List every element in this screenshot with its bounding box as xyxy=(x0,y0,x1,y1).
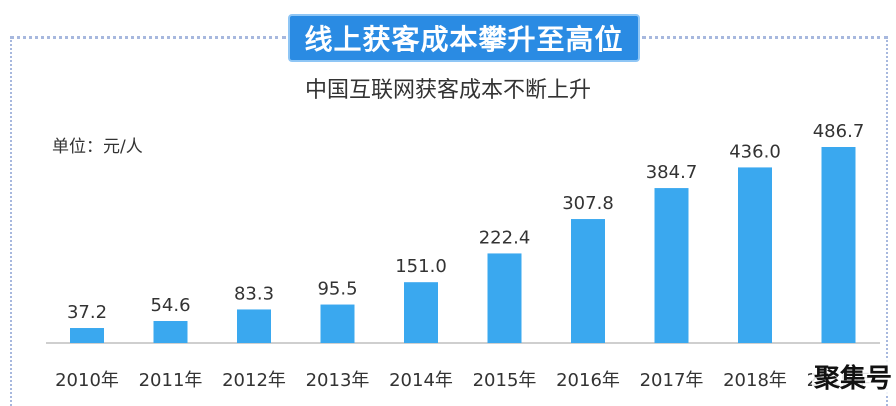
top-dotted-border-right xyxy=(642,36,888,39)
x-tick-label-4: 2014年 xyxy=(389,370,453,391)
value-label-1: 54.6 xyxy=(150,295,190,316)
x-tick-label-6: 2016年 xyxy=(556,370,620,391)
bar-0 xyxy=(70,328,104,343)
bar-5 xyxy=(487,253,522,343)
value-label-4: 151.0 xyxy=(395,256,447,277)
banner-title: 线上获客成本攀升至高位 xyxy=(288,14,640,62)
unit-label: 单位：元/人 xyxy=(52,137,143,157)
bar-1 xyxy=(153,321,188,343)
value-label-6: 307.8 xyxy=(562,193,614,214)
value-label-5: 222.4 xyxy=(479,227,531,248)
x-tick-label-8: 2018年 xyxy=(723,370,787,391)
value-label-3: 95.5 xyxy=(317,279,357,300)
x-tick-label-2: 2012年 xyxy=(222,370,286,391)
value-label-8: 436.0 xyxy=(729,141,781,162)
watermark-logo: 聚集号 xyxy=(811,358,894,395)
bar-8 xyxy=(738,167,772,343)
bar-4 xyxy=(404,282,438,343)
bar-2 xyxy=(237,309,271,343)
bar-3 xyxy=(320,304,355,343)
x-tick-label-0: 2010年 xyxy=(55,370,119,391)
bar-9 xyxy=(821,147,856,343)
x-tick-label-3: 2013年 xyxy=(306,370,370,391)
right-dotted-border xyxy=(886,36,888,406)
bar-6 xyxy=(571,219,605,343)
value-label-0: 37.2 xyxy=(67,302,107,323)
chart-title: 中国互联网获客成本不断上升 xyxy=(304,78,591,103)
value-label-9: 486.7 xyxy=(813,121,865,142)
bar-7 xyxy=(654,188,689,343)
x-tick-label-7: 2017年 xyxy=(640,370,704,391)
x-tick-label-1: 2011年 xyxy=(139,370,203,391)
value-label-7: 384.7 xyxy=(646,162,698,183)
left-dotted-border xyxy=(10,36,12,406)
x-tick-label-5: 2015年 xyxy=(473,370,537,391)
value-label-2: 83.3 xyxy=(234,283,274,304)
top-dotted-border-left xyxy=(10,36,286,39)
